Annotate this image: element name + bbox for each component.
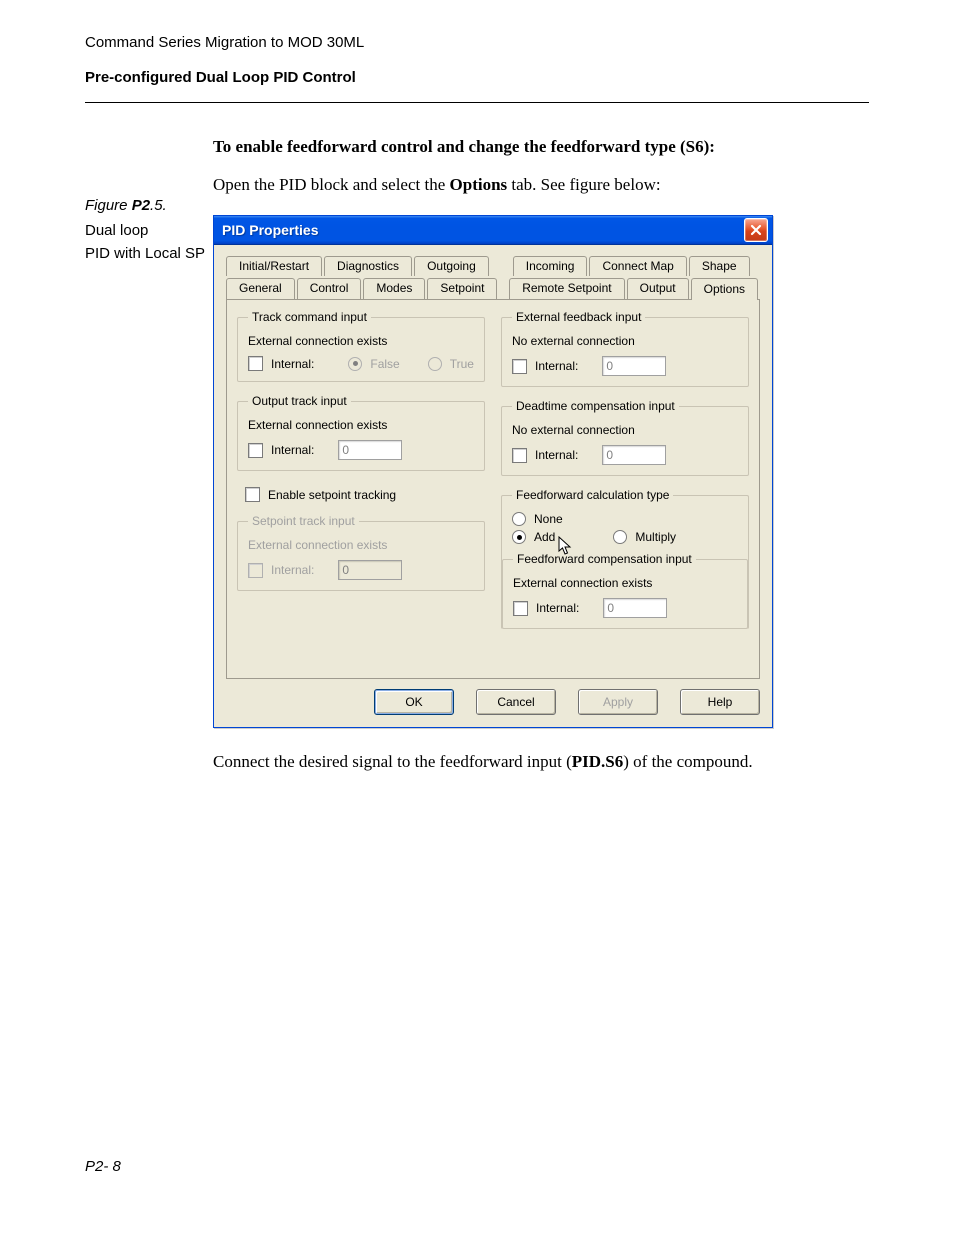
figure-caption-sidebar: Figure P2.5. Dual loop PID with Local SP (85, 137, 213, 772)
figure-label: Figure P2.5. (85, 197, 213, 214)
setpoint-track-legend: Setpoint track input (248, 514, 359, 528)
apply-button: Apply (578, 689, 658, 715)
feedforward-compensation-input-group: Feedforward compensation input External … (502, 552, 748, 629)
close-icon (750, 224, 762, 236)
external-feedback-internal-label: Internal: (535, 359, 578, 373)
setpoint-track-internal-checkbox (248, 563, 263, 578)
figure-label-suffix: .5. (150, 197, 167, 214)
feedforward-comp-legend: Feedforward compensation input (513, 552, 696, 566)
feedforward-comp-internal-label: Internal: (536, 601, 579, 615)
followup-text: Connect the desired signal to the feedfo… (213, 752, 869, 772)
track-command-internal-checkbox[interactable] (248, 356, 263, 371)
ff-none-radio[interactable] (512, 512, 526, 526)
deadtime-internal-label: Internal: (535, 448, 578, 462)
cancel-button[interactable]: Cancel (476, 689, 556, 715)
help-button[interactable]: Help (680, 689, 760, 715)
dialog-button-row: OK Cancel Apply Help (226, 689, 760, 715)
setpoint-track-status: External connection exists (248, 538, 474, 552)
enable-setpoint-tracking-label: Enable setpoint tracking (268, 488, 396, 502)
ff-multiply-radio[interactable] (613, 530, 627, 544)
tab-options[interactable]: Options (691, 278, 758, 300)
instruction-text-a: Open the PID block and select the (213, 175, 450, 194)
ff-multiply-label: Multiply (635, 530, 676, 544)
titlebar[interactable]: PID Properties (214, 216, 772, 245)
track-command-status: External connection exists (248, 334, 474, 348)
feedforward-comp-internal-checkbox[interactable] (513, 601, 528, 616)
ok-button[interactable]: OK (374, 689, 454, 715)
followup-b: PID.S6 (572, 752, 623, 771)
output-track-status: External connection exists (248, 418, 474, 432)
feedforward-comp-value-input: 0 (603, 598, 667, 618)
external-feedback-internal-checkbox[interactable] (512, 359, 527, 374)
tab-setpoint[interactable]: Setpoint (427, 278, 497, 300)
ff-add-radio[interactable] (512, 530, 526, 544)
track-command-true-radio (428, 357, 442, 371)
track-command-false-radio (348, 357, 362, 371)
output-track-input-group: Output track input External connection e… (237, 394, 485, 471)
instruction-text-c: tab. See figure below: (507, 175, 660, 194)
followup-c: ) of the compound. (623, 752, 752, 771)
external-feedback-value-input: 0 (602, 356, 666, 376)
track-command-input-group: Track command input External connection … (237, 310, 485, 382)
track-command-legend: Track command input (248, 310, 371, 324)
track-command-internal-label: Internal: (271, 357, 314, 371)
figure-caption-line2: PID with Local SP (85, 245, 213, 262)
ff-none-label: None (534, 512, 563, 526)
output-track-legend: Output track input (248, 394, 351, 408)
setpoint-track-input-group: Setpoint track input External connection… (237, 514, 485, 591)
deadtime-compensation-input-group: Deadtime compensation input No external … (501, 399, 749, 476)
tab-remote-setpoint[interactable]: Remote Setpoint (509, 278, 624, 300)
feedforward-calc-type-group: Feedforward calculation type None Add (501, 488, 749, 629)
followup-a: Connect the desired signal to the feedfo… (213, 752, 572, 771)
pid-properties-dialog: PID Properties Initial/Restart Diagnosti… (213, 215, 773, 728)
tab-outgoing[interactable]: Outgoing (414, 256, 489, 276)
deadtime-status: No external connection (512, 423, 738, 437)
feedforward-calc-legend: Feedforward calculation type (512, 488, 673, 502)
tab-diagnostics[interactable]: Diagnostics (324, 256, 412, 276)
external-feedback-status: No external connection (512, 334, 738, 348)
tab-connect-map[interactable]: Connect Map (589, 256, 686, 276)
setpoint-track-internal-label: Internal: (271, 563, 314, 577)
tab-shape[interactable]: Shape (689, 256, 750, 276)
ff-add-label: Add (534, 530, 555, 544)
feedforward-comp-status: External connection exists (513, 576, 737, 590)
track-command-true-label: True (450, 357, 474, 371)
close-button[interactable] (744, 218, 768, 242)
instruction-heading: To enable feedforward control and change… (213, 137, 869, 157)
tab-strip: Initial/Restart Diagnostics Outgoing Inc… (226, 255, 760, 299)
track-command-false-label: False (370, 357, 399, 371)
output-track-internal-label: Internal: (271, 443, 314, 457)
deadtime-value-input: 0 (602, 445, 666, 465)
options-panel: Track command input External connection … (226, 299, 760, 679)
tab-output[interactable]: Output (627, 278, 689, 300)
figure-caption-line1: Dual loop (85, 222, 213, 239)
output-track-internal-checkbox[interactable] (248, 443, 263, 458)
instruction-text-b: Options (450, 175, 508, 194)
tab-general[interactable]: General (226, 278, 295, 300)
deadtime-legend: Deadtime compensation input (512, 399, 679, 413)
figure-label-prefix: Figure (85, 197, 132, 214)
header-doc-title: Command Series Migration to MOD 30ML (85, 34, 869, 51)
external-feedback-legend: External feedback input (512, 310, 645, 324)
tab-control[interactable]: Control (297, 278, 362, 300)
external-feedback-input-group: External feedback input No external conn… (501, 310, 749, 387)
header-section-title: Pre-configured Dual Loop PID Control (85, 69, 869, 86)
header-rule (85, 102, 869, 103)
page-number: P2- 8 (85, 1158, 121, 1175)
output-track-value-input: 0 (338, 440, 402, 460)
enable-setpoint-tracking-checkbox[interactable] (245, 487, 260, 502)
deadtime-internal-checkbox[interactable] (512, 448, 527, 463)
setpoint-track-value-input: 0 (338, 560, 402, 580)
tab-initial-restart[interactable]: Initial/Restart (226, 256, 322, 276)
instruction-text: Open the PID block and select the Option… (213, 175, 869, 195)
tab-modes[interactable]: Modes (363, 278, 425, 300)
figure-label-bold: P2 (132, 197, 150, 214)
tab-incoming[interactable]: Incoming (513, 256, 588, 276)
dialog-title: PID Properties (222, 222, 318, 238)
